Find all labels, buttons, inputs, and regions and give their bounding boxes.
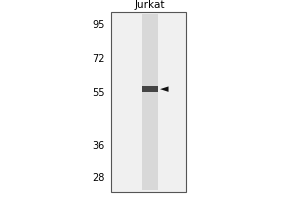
Text: 55: 55 — [92, 88, 105, 98]
Text: ◄: ◄ — [160, 84, 168, 94]
Text: 36: 36 — [93, 141, 105, 151]
Text: Jurkat: Jurkat — [135, 0, 165, 10]
Text: 28: 28 — [93, 173, 105, 183]
Text: 95: 95 — [93, 20, 105, 30]
Text: 72: 72 — [92, 54, 105, 64]
